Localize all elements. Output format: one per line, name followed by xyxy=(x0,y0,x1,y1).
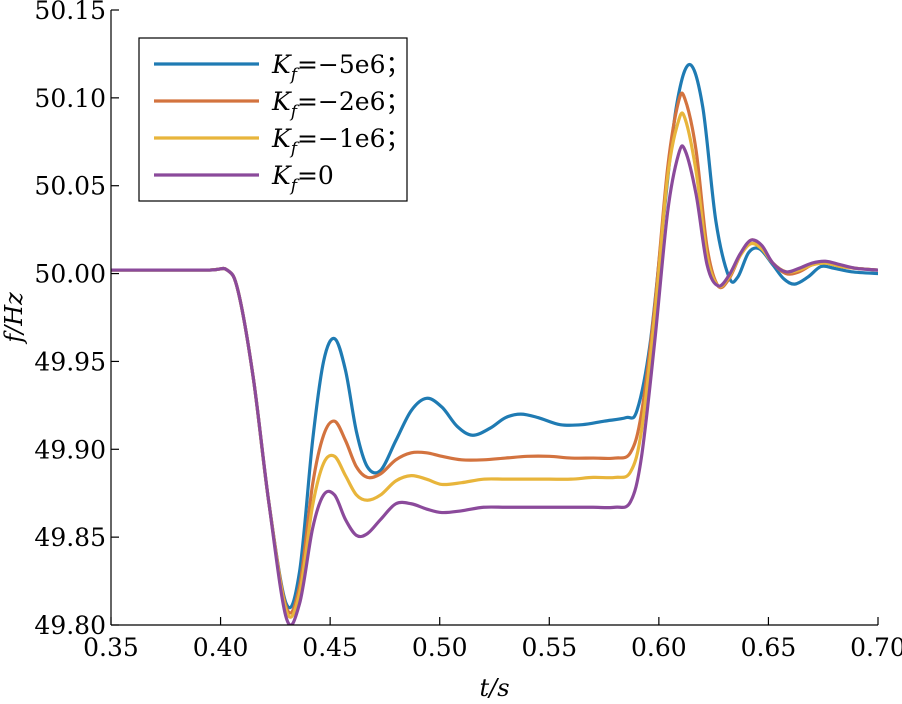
x-tick-label: 0.65 xyxy=(741,633,797,662)
y-tick-label: 49.80 xyxy=(34,611,106,640)
y-axis-label: f/Hz xyxy=(0,292,28,345)
y-tick-label: 50.10 xyxy=(34,84,106,113)
series-line-4 xyxy=(111,144,878,625)
x-tick-label: 0.70 xyxy=(850,633,902,662)
y-tick-label: 49.95 xyxy=(34,347,106,376)
x-tick-label: 0.60 xyxy=(631,633,687,662)
legend-label-2: Kf=−2e6； xyxy=(271,87,411,122)
x-axis-label: t/s xyxy=(479,674,509,699)
legend-label-4: Kf=0 xyxy=(271,161,334,196)
x-tick-label: 0.55 xyxy=(521,633,577,662)
x-tick-label: 0.40 xyxy=(193,633,249,662)
series-line-1 xyxy=(111,62,878,610)
series-line-3 xyxy=(111,111,878,619)
legend-label-1: Kf=−5e6； xyxy=(271,50,411,85)
y-tick-label: 50.05 xyxy=(34,172,106,201)
legend-label-3: Kf=−1e6； xyxy=(271,124,411,159)
x-tick-label: 0.50 xyxy=(412,633,468,662)
legend: Kf=−5e6；Kf=−2e6；Kf=−1e6；Kf=0 xyxy=(138,37,411,202)
x-tick-label: 0.45 xyxy=(302,633,358,662)
x-tick-label: 0.35 xyxy=(83,633,139,662)
y-tick-label: 49.90 xyxy=(34,435,106,464)
y-tick-label: 50.15 xyxy=(34,0,106,25)
y-tick-label: 49.85 xyxy=(34,523,106,552)
y-tick-label: 50.00 xyxy=(34,260,106,289)
